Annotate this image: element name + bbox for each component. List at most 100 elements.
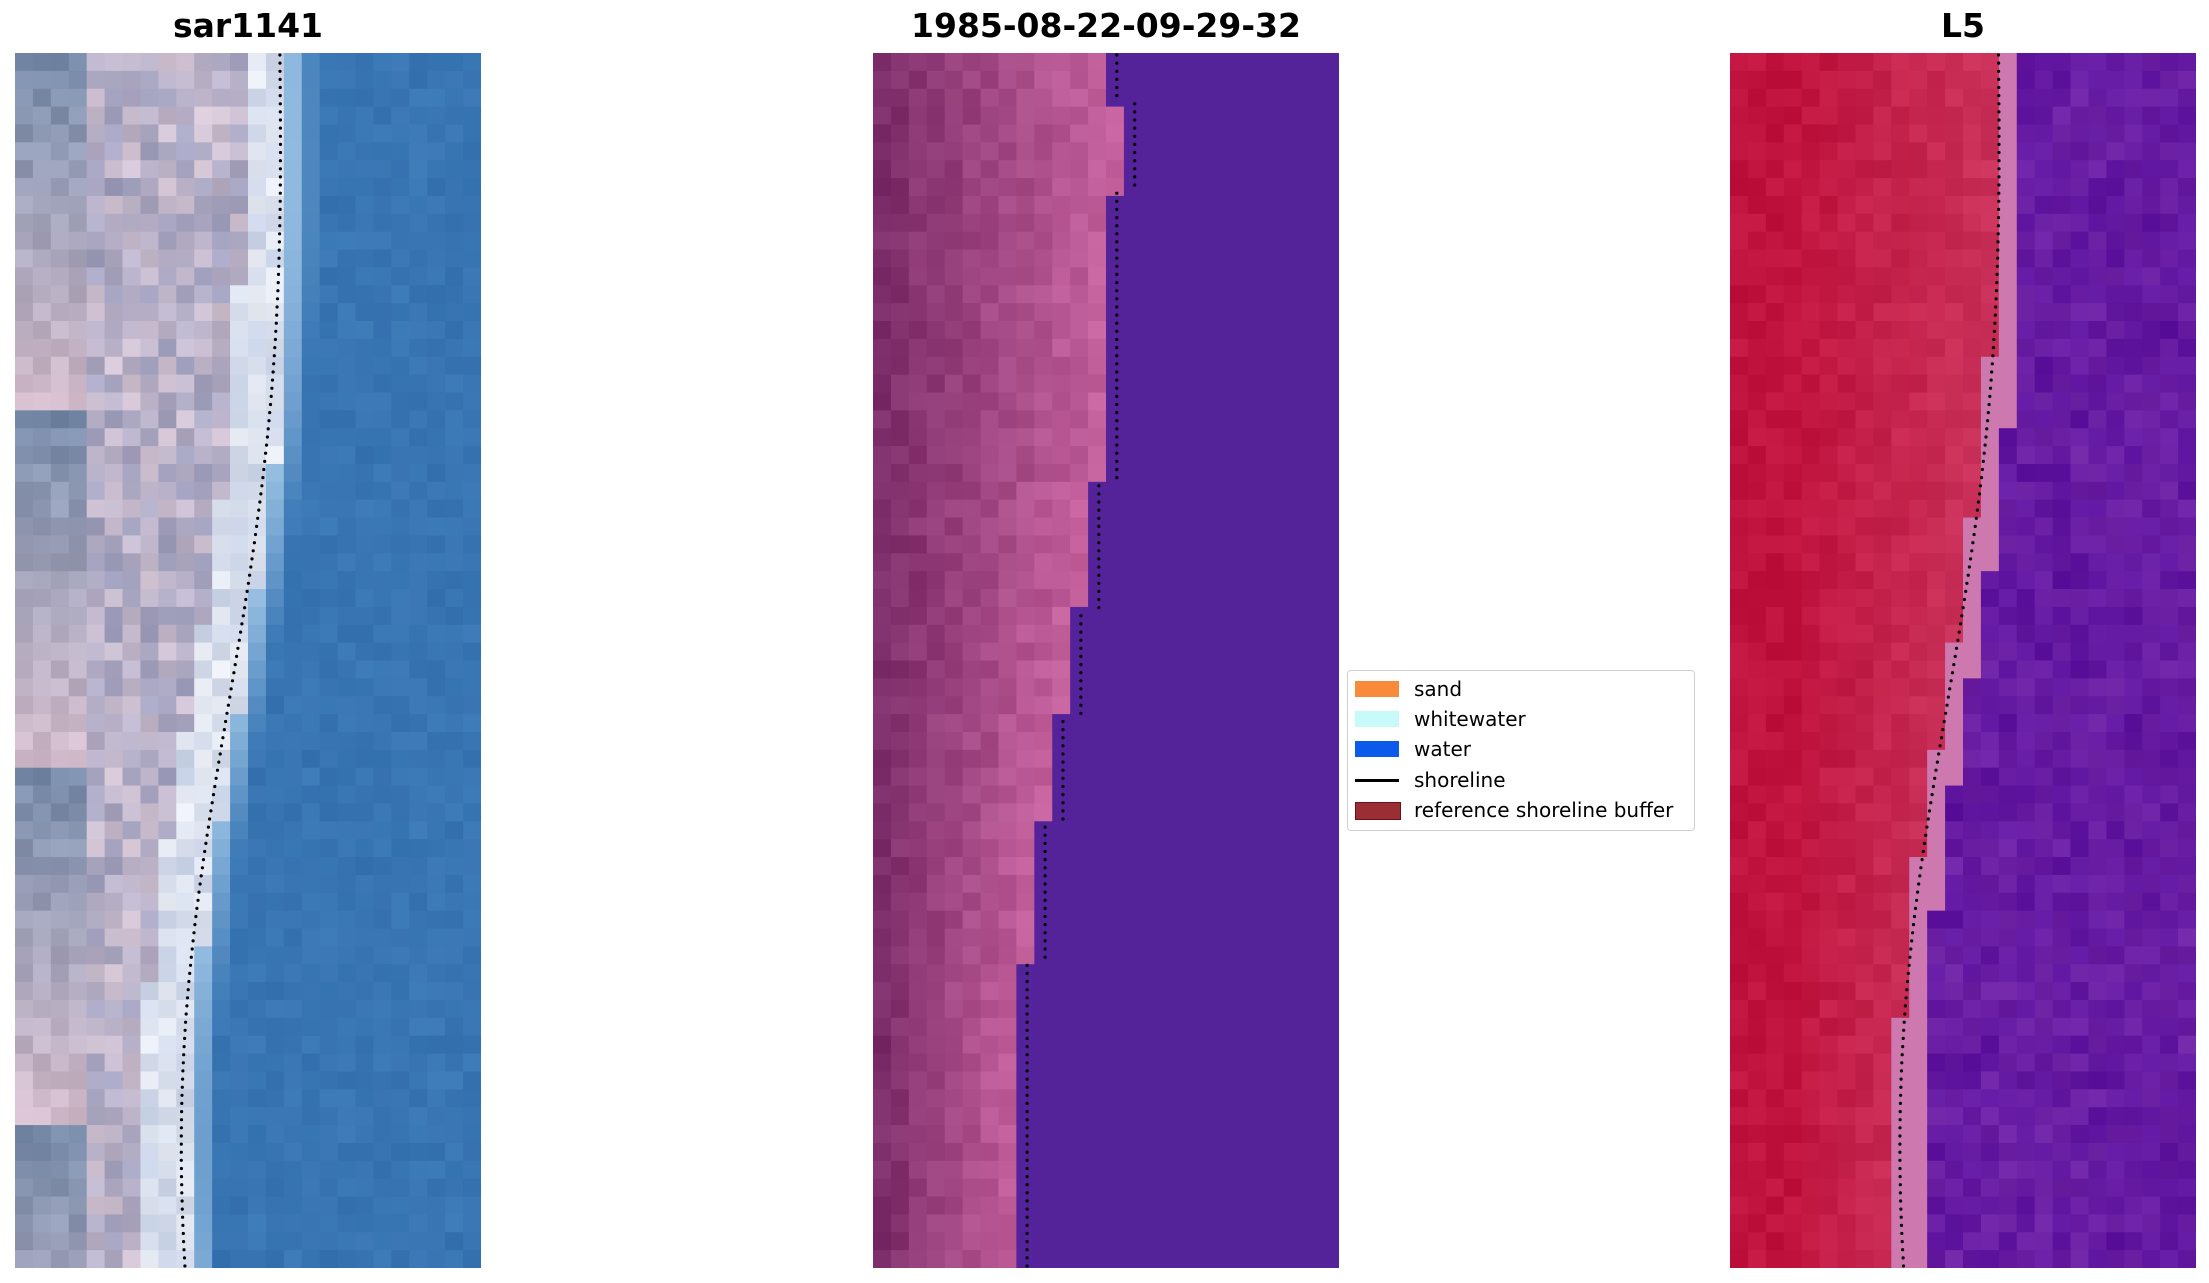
image-pixel: [104, 1107, 124, 1126]
image-pixel: [1141, 1232, 1161, 1251]
image-pixel: [15, 463, 34, 483]
image-pixel: [926, 321, 946, 340]
shoreline-point: [277, 264, 281, 268]
image-pixel: [1285, 124, 1304, 143]
image-pixel: [908, 392, 928, 411]
image-pixel: [962, 642, 982, 662]
image-pixel: [427, 285, 446, 304]
image-pixel: [463, 1142, 481, 1162]
image-pixel: [1945, 356, 1964, 376]
image-pixel: [1123, 1053, 1143, 1073]
image-pixel: [1267, 178, 1286, 197]
image-pixel: [1303, 946, 1322, 965]
image-pixel: [212, 517, 231, 537]
shoreline-point: [1079, 654, 1083, 659]
image-pixel: [1088, 785, 1107, 805]
image-pixel: [1285, 517, 1304, 537]
image-pixel: [1070, 803, 1089, 822]
image-pixel: [1195, 696, 1215, 715]
image-pixel: [409, 839, 428, 858]
image-pixel: [962, 517, 982, 537]
image-pixel: [194, 785, 213, 805]
image-pixel: [980, 928, 1000, 947]
image-pixel: [1034, 285, 1053, 304]
image-pixel: [355, 857, 375, 876]
image-pixel: [1963, 571, 1982, 590]
image-pixel: [194, 749, 213, 769]
image-pixel: [32, 553, 52, 572]
image-pixel: [998, 356, 1017, 376]
image-pixel: [1123, 660, 1143, 679]
image-pixel: [409, 321, 428, 340]
image-pixel: [1891, 160, 1910, 179]
shoreline-point: [278, 61, 282, 65]
image-pixel: [998, 624, 1017, 644]
image-pixel: [194, 1071, 213, 1090]
image-pixel: [1837, 517, 1857, 537]
image-pixel: [230, 1053, 249, 1073]
image-pixel: [337, 499, 357, 519]
image-pixel: [391, 1053, 410, 1073]
image-pixel: [283, 1089, 303, 1108]
image-pixel: [1909, 70, 1928, 90]
shoreline-point: [190, 947, 194, 951]
image-pixel: [104, 499, 124, 519]
image-pixel: [265, 1232, 285, 1251]
shoreline-point: [1115, 476, 1119, 480]
image-pixel: [1177, 517, 1197, 537]
image-pixel: [1765, 195, 1785, 215]
image-pixel: [230, 285, 249, 304]
shoreline-point: [1025, 988, 1029, 992]
image-pixel: [1213, 356, 1233, 376]
image-pixel: [230, 124, 249, 143]
shoreline-point: [1025, 1004, 1029, 1008]
image-pixel: [32, 463, 52, 483]
image-pixel: [1267, 1232, 1286, 1251]
image-pixel: [2124, 213, 2143, 233]
image-pixel: [194, 124, 213, 143]
image-pixel: [301, 124, 321, 143]
image-pixel: [445, 696, 464, 715]
image-pixel: [463, 178, 481, 197]
image-pixel: [301, 249, 321, 269]
image-pixel: [1016, 1071, 1035, 1090]
image-pixel: [980, 267, 1000, 286]
image-pixel: [445, 928, 464, 947]
image-pixel: [445, 124, 464, 143]
image-pixel: [1837, 785, 1857, 805]
image-pixel: [873, 267, 892, 286]
image-pixel: [1819, 321, 1839, 340]
image-pixel: [355, 446, 375, 465]
image-pixel: [194, 999, 213, 1019]
image-pixel: [1819, 642, 1839, 662]
shoreline-point: [1079, 630, 1083, 634]
image-pixel: [86, 874, 106, 894]
image-pixel: [265, 1107, 285, 1126]
image-pixel: [1891, 463, 1910, 483]
image-pixel: [158, 696, 177, 715]
image-pixel: [104, 1196, 124, 1215]
image-pixel: [1765, 785, 1785, 805]
image-pixel: [944, 1196, 964, 1215]
image-pixel: [1141, 767, 1161, 787]
image-pixel: [1730, 589, 1749, 608]
image-pixel: [1249, 999, 1268, 1019]
image-pixel: [2160, 356, 2179, 376]
image-pixel: [944, 1178, 964, 1198]
image-pixel: [998, 785, 1017, 805]
image-pixel: [1909, 392, 1928, 411]
image-pixel: [980, 571, 1000, 590]
image-pixel: [1231, 267, 1250, 286]
image-pixel: [1106, 874, 1125, 894]
image-pixel: [1249, 1232, 1268, 1251]
image-pixel: [1963, 714, 1982, 733]
image-pixel: [355, 892, 375, 912]
image-pixel: [1909, 124, 1928, 143]
image-pixel: [1730, 106, 1749, 126]
image-pixel: [373, 553, 392, 572]
image-pixel: [463, 839, 481, 858]
image-pixel: [1267, 267, 1286, 286]
image-pixel: [409, 70, 428, 90]
image-pixel: [2178, 499, 2196, 519]
image-pixel: [86, 285, 106, 304]
